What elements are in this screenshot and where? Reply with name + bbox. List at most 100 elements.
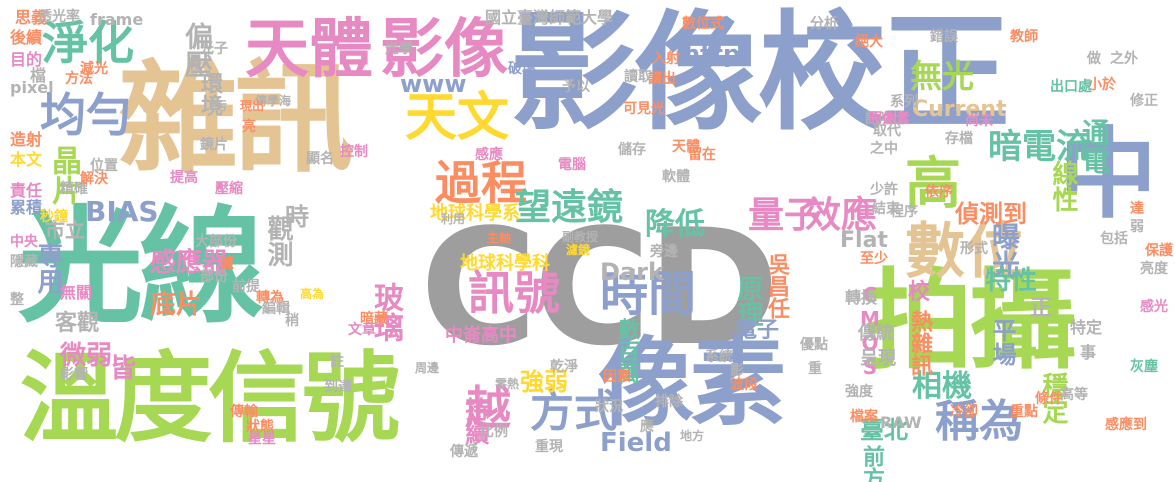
word-114: 註 bbox=[330, 354, 344, 370]
word-153: 軟體 bbox=[662, 169, 690, 185]
word-165: 系列 bbox=[890, 94, 918, 110]
word-42: 平場 bbox=[988, 318, 1016, 366]
word-145: 旁邊 bbox=[650, 244, 678, 260]
word-147: 副教授 bbox=[562, 230, 599, 244]
word-172: 依序 bbox=[925, 184, 953, 200]
word-79: 後續 bbox=[10, 28, 43, 47]
word-135: 高等 bbox=[1060, 387, 1088, 403]
word-75: frame bbox=[90, 10, 144, 29]
word-161: 數位式 bbox=[682, 16, 724, 32]
word-150: 感應 bbox=[475, 147, 503, 163]
word-137: 感應到 bbox=[1105, 417, 1147, 433]
word-23: 暗電流 bbox=[988, 127, 1090, 167]
word-86: 中央 bbox=[10, 234, 38, 250]
word-95: 精確 bbox=[60, 181, 88, 197]
word-159: 讀取 bbox=[624, 69, 652, 85]
word-141: 重 bbox=[808, 361, 822, 377]
word-109: 轉為 bbox=[256, 290, 284, 306]
word-26: 無光 bbox=[910, 57, 975, 95]
word-68: RAW bbox=[880, 413, 922, 432]
word-112: 暗藏 bbox=[360, 311, 388, 327]
word-146: 濾鏡 bbox=[566, 243, 591, 257]
word-54: 專用 bbox=[33, 242, 63, 294]
word-36: 底片 bbox=[150, 290, 203, 320]
word-169: 少許 bbox=[870, 182, 898, 198]
word-24: 望遠鏡 bbox=[515, 187, 624, 228]
word-96: 解決 bbox=[80, 171, 108, 187]
word-62: 中崙高中 bbox=[445, 325, 517, 346]
word-111: 稍 bbox=[285, 313, 299, 329]
word-117: 傳輸 bbox=[230, 404, 258, 420]
word-31: 晶片 bbox=[46, 145, 81, 205]
word-28: www bbox=[400, 70, 467, 98]
word-66: CMOS bbox=[858, 283, 882, 379]
word-100: 壓縮 bbox=[215, 181, 243, 197]
word-120: 傳遞 bbox=[450, 444, 478, 460]
word-149: 利用 bbox=[441, 212, 466, 226]
word-53: Flat bbox=[840, 228, 888, 253]
word-69: 轉換 bbox=[845, 288, 878, 307]
word-108: 前提 bbox=[232, 279, 260, 295]
word-32: BIAS bbox=[85, 195, 159, 228]
word-113: 文章 bbox=[348, 322, 376, 338]
word-126: 零熱 bbox=[495, 377, 520, 391]
word-2: 光線 bbox=[18, 195, 264, 340]
word-72: 時 bbox=[285, 203, 309, 231]
word-9: 影像 bbox=[380, 13, 508, 87]
word-74: 正 bbox=[1030, 296, 1053, 321]
word-61: 地球科學系 bbox=[430, 203, 520, 224]
word-158: 讀出 bbox=[648, 71, 676, 87]
word-128: 應 bbox=[640, 419, 654, 435]
word-0: CCD bbox=[420, 194, 780, 381]
word-110: 編輯 bbox=[262, 301, 290, 317]
word-93: 方法 bbox=[65, 71, 93, 87]
word-56: 微弱 bbox=[60, 341, 113, 371]
word-22: 效應 bbox=[805, 195, 878, 236]
word-193: 污 bbox=[215, 99, 228, 113]
word-55: 客觀 bbox=[55, 311, 100, 336]
word-173: 至少 bbox=[860, 251, 888, 267]
word-67: 熱雜訊 bbox=[907, 310, 932, 376]
word-182: 之外 bbox=[1110, 51, 1138, 67]
word-177: 達 bbox=[1130, 201, 1144, 217]
word-190: 絕大 bbox=[855, 34, 883, 50]
word-65: 數百萬 bbox=[614, 318, 639, 384]
word-21: 量子 bbox=[748, 195, 821, 236]
word-97: 位置 bbox=[90, 158, 118, 174]
word-180: 感光 bbox=[1140, 299, 1168, 315]
word-164: 分析 bbox=[810, 16, 838, 32]
word-154: 留在 bbox=[688, 147, 716, 163]
word-39: 曝光 bbox=[988, 222, 1021, 278]
word-181: 修正 bbox=[1130, 93, 1158, 109]
word-157: 可見光 bbox=[623, 101, 665, 117]
word-185: 出口處 bbox=[1050, 79, 1092, 95]
word-33: 感應器 bbox=[150, 248, 229, 278]
word-38: 偵測到 bbox=[955, 200, 1027, 228]
word-104: 高為 bbox=[300, 287, 325, 301]
word-8: 天體 bbox=[245, 13, 373, 87]
word-40: 線性 bbox=[1048, 160, 1078, 212]
word-6: 像素 bbox=[598, 327, 786, 439]
word-156: 儲存 bbox=[618, 142, 646, 158]
word-82: 造射 bbox=[10, 130, 43, 149]
word-87: 隱藏 bbox=[10, 254, 38, 270]
word-94: 減光 bbox=[80, 61, 108, 77]
word-85: 累積 bbox=[10, 198, 43, 217]
word-98: 秒鐘 bbox=[40, 209, 68, 225]
word-19: 方式 bbox=[530, 386, 618, 437]
word-57: 皆 bbox=[110, 354, 137, 384]
word-58: 市立 bbox=[45, 218, 85, 242]
word-30: 環境 bbox=[197, 72, 222, 116]
word-134: 條件 bbox=[1035, 391, 1063, 407]
word-131: 檔案 bbox=[850, 409, 878, 425]
word-188: 原像素 bbox=[868, 111, 910, 127]
word-27: http bbox=[683, 40, 741, 68]
word-17: 高 bbox=[905, 152, 961, 217]
word-123: 狀況 bbox=[595, 399, 623, 415]
word-106: 濾 bbox=[220, 256, 234, 272]
word-60: 地球科學科 bbox=[460, 253, 550, 274]
word-194: 現出 bbox=[240, 99, 265, 113]
word-116: 周邊 bbox=[415, 361, 440, 375]
word-3: 雜訊 bbox=[118, 50, 354, 189]
